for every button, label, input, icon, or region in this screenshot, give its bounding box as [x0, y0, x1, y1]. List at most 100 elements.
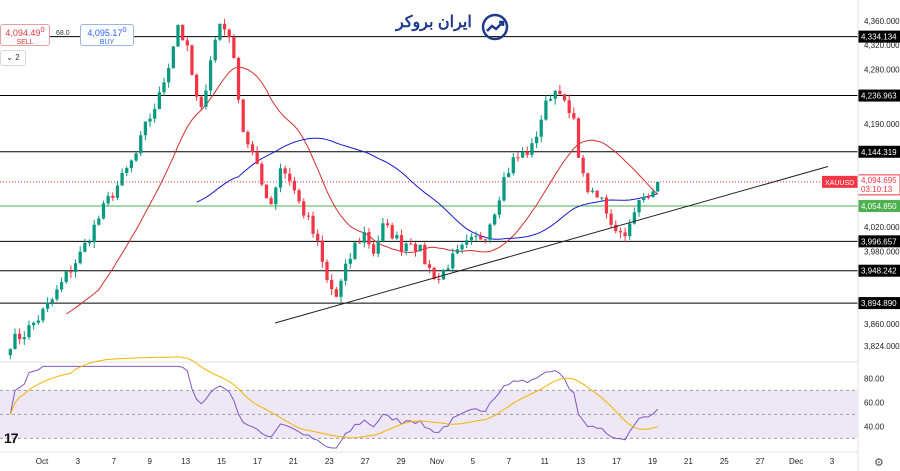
candle-body [399, 235, 404, 252]
candle [567, 94, 571, 119]
candle-body [488, 224, 492, 240]
candle-body [600, 197, 604, 199]
time-tick: 13 [576, 457, 585, 466]
collapse-control[interactable]: ⌄ 2 [0, 50, 26, 66]
candle-body [222, 23, 227, 30]
candle [18, 328, 22, 345]
candle-body [13, 333, 17, 350]
level-label: 3,948.242 [861, 267, 897, 276]
level-label: 4,236.963 [861, 92, 897, 101]
level-label-bg [858, 30, 900, 43]
buy-price: 4,095.17 [87, 28, 123, 38]
candle [55, 284, 59, 302]
candle-body [502, 177, 506, 201]
time-axis: Oct 3 7 9 13 15 17 21 23 27 29 Nov 5 7 11 13 17 19 21 25 27 D… [0, 451, 858, 466]
candle [418, 244, 422, 252]
level-label-bg [858, 200, 900, 213]
level-label: 4,144.319 [861, 148, 897, 157]
candle [320, 235, 324, 268]
candle-body [176, 24, 180, 47]
candle-body [418, 244, 422, 252]
candle-body [316, 233, 320, 241]
level-label-bg [858, 145, 900, 158]
candle [31, 321, 36, 330]
candle-body [534, 136, 539, 144]
candle [455, 244, 460, 255]
candle [618, 227, 623, 239]
candle [646, 193, 650, 200]
candle [642, 192, 646, 203]
candle [399, 229, 404, 257]
candle-body [101, 203, 106, 219]
candle-body [208, 60, 213, 91]
candle [288, 167, 292, 186]
candle [330, 274, 334, 296]
candle [264, 184, 269, 199]
candle [357, 237, 362, 244]
candle [525, 146, 529, 158]
price-tick: 4,190.000 [864, 120, 900, 129]
spread-value: 68.0 [56, 30, 70, 37]
time-tick: 13 [181, 457, 190, 466]
trendline [274, 166, 829, 324]
chart-arrow-icon [481, 13, 509, 41]
candle [306, 212, 311, 221]
candle-body [59, 281, 64, 290]
candle-body [572, 113, 576, 119]
candle [572, 107, 576, 121]
candle [36, 315, 40, 326]
last-price-label: 4,094.695 [861, 176, 897, 185]
candle [208, 56, 213, 96]
candle [190, 44, 194, 76]
candle [600, 196, 604, 202]
time-tick: 15 [217, 457, 226, 466]
candle [413, 242, 418, 257]
candle-body [511, 157, 515, 174]
candle [176, 24, 180, 48]
candle [97, 215, 101, 226]
price-tick: 4,020.000 [864, 223, 900, 232]
time-tick: 25 [720, 457, 729, 466]
time-tick: Oct [36, 457, 49, 466]
candle-body [18, 333, 22, 340]
candle-body [520, 151, 525, 158]
candle [353, 241, 357, 261]
candle-body [162, 82, 166, 93]
candle [427, 260, 432, 274]
candle-body [97, 218, 101, 225]
price-tick: 3,860.000 [864, 320, 900, 329]
oscillator-tick: 60.00 [864, 398, 885, 407]
sell-button[interactable]: 4,094.490 SELL [0, 24, 50, 46]
candle [69, 265, 73, 279]
time-tick: 27 [361, 457, 370, 466]
time-tick: 3 [830, 457, 835, 466]
candle [125, 166, 129, 177]
candle [362, 226, 366, 248]
candle-body [632, 212, 637, 224]
candle [451, 248, 455, 272]
candle-body [204, 90, 208, 107]
gear-icon[interactable]: ⚙ [874, 457, 884, 469]
buy-button[interactable]: 4,095.170 BUY [80, 24, 134, 46]
candle [516, 152, 520, 162]
candle [269, 195, 273, 205]
candle [390, 222, 394, 240]
time-tick: 27 [756, 457, 765, 466]
candle-body [311, 215, 315, 234]
candle-body [292, 180, 297, 191]
ma-fast-line [65, 66, 659, 315]
candle-body [441, 269, 446, 280]
candle [278, 163, 283, 193]
tradingview-logo-icon: 17 [4, 430, 19, 446]
candle-body [413, 243, 418, 252]
candle-body [353, 242, 357, 259]
candle-body [157, 92, 161, 110]
candle-body [218, 23, 222, 40]
price-tick: 4,360.000 [864, 17, 900, 26]
candle-body [367, 232, 371, 245]
time-tick: 17 [253, 457, 262, 466]
price-tick: 4,320.000 [864, 41, 900, 50]
oscillator-line [9, 365, 659, 449]
candle [311, 211, 315, 238]
